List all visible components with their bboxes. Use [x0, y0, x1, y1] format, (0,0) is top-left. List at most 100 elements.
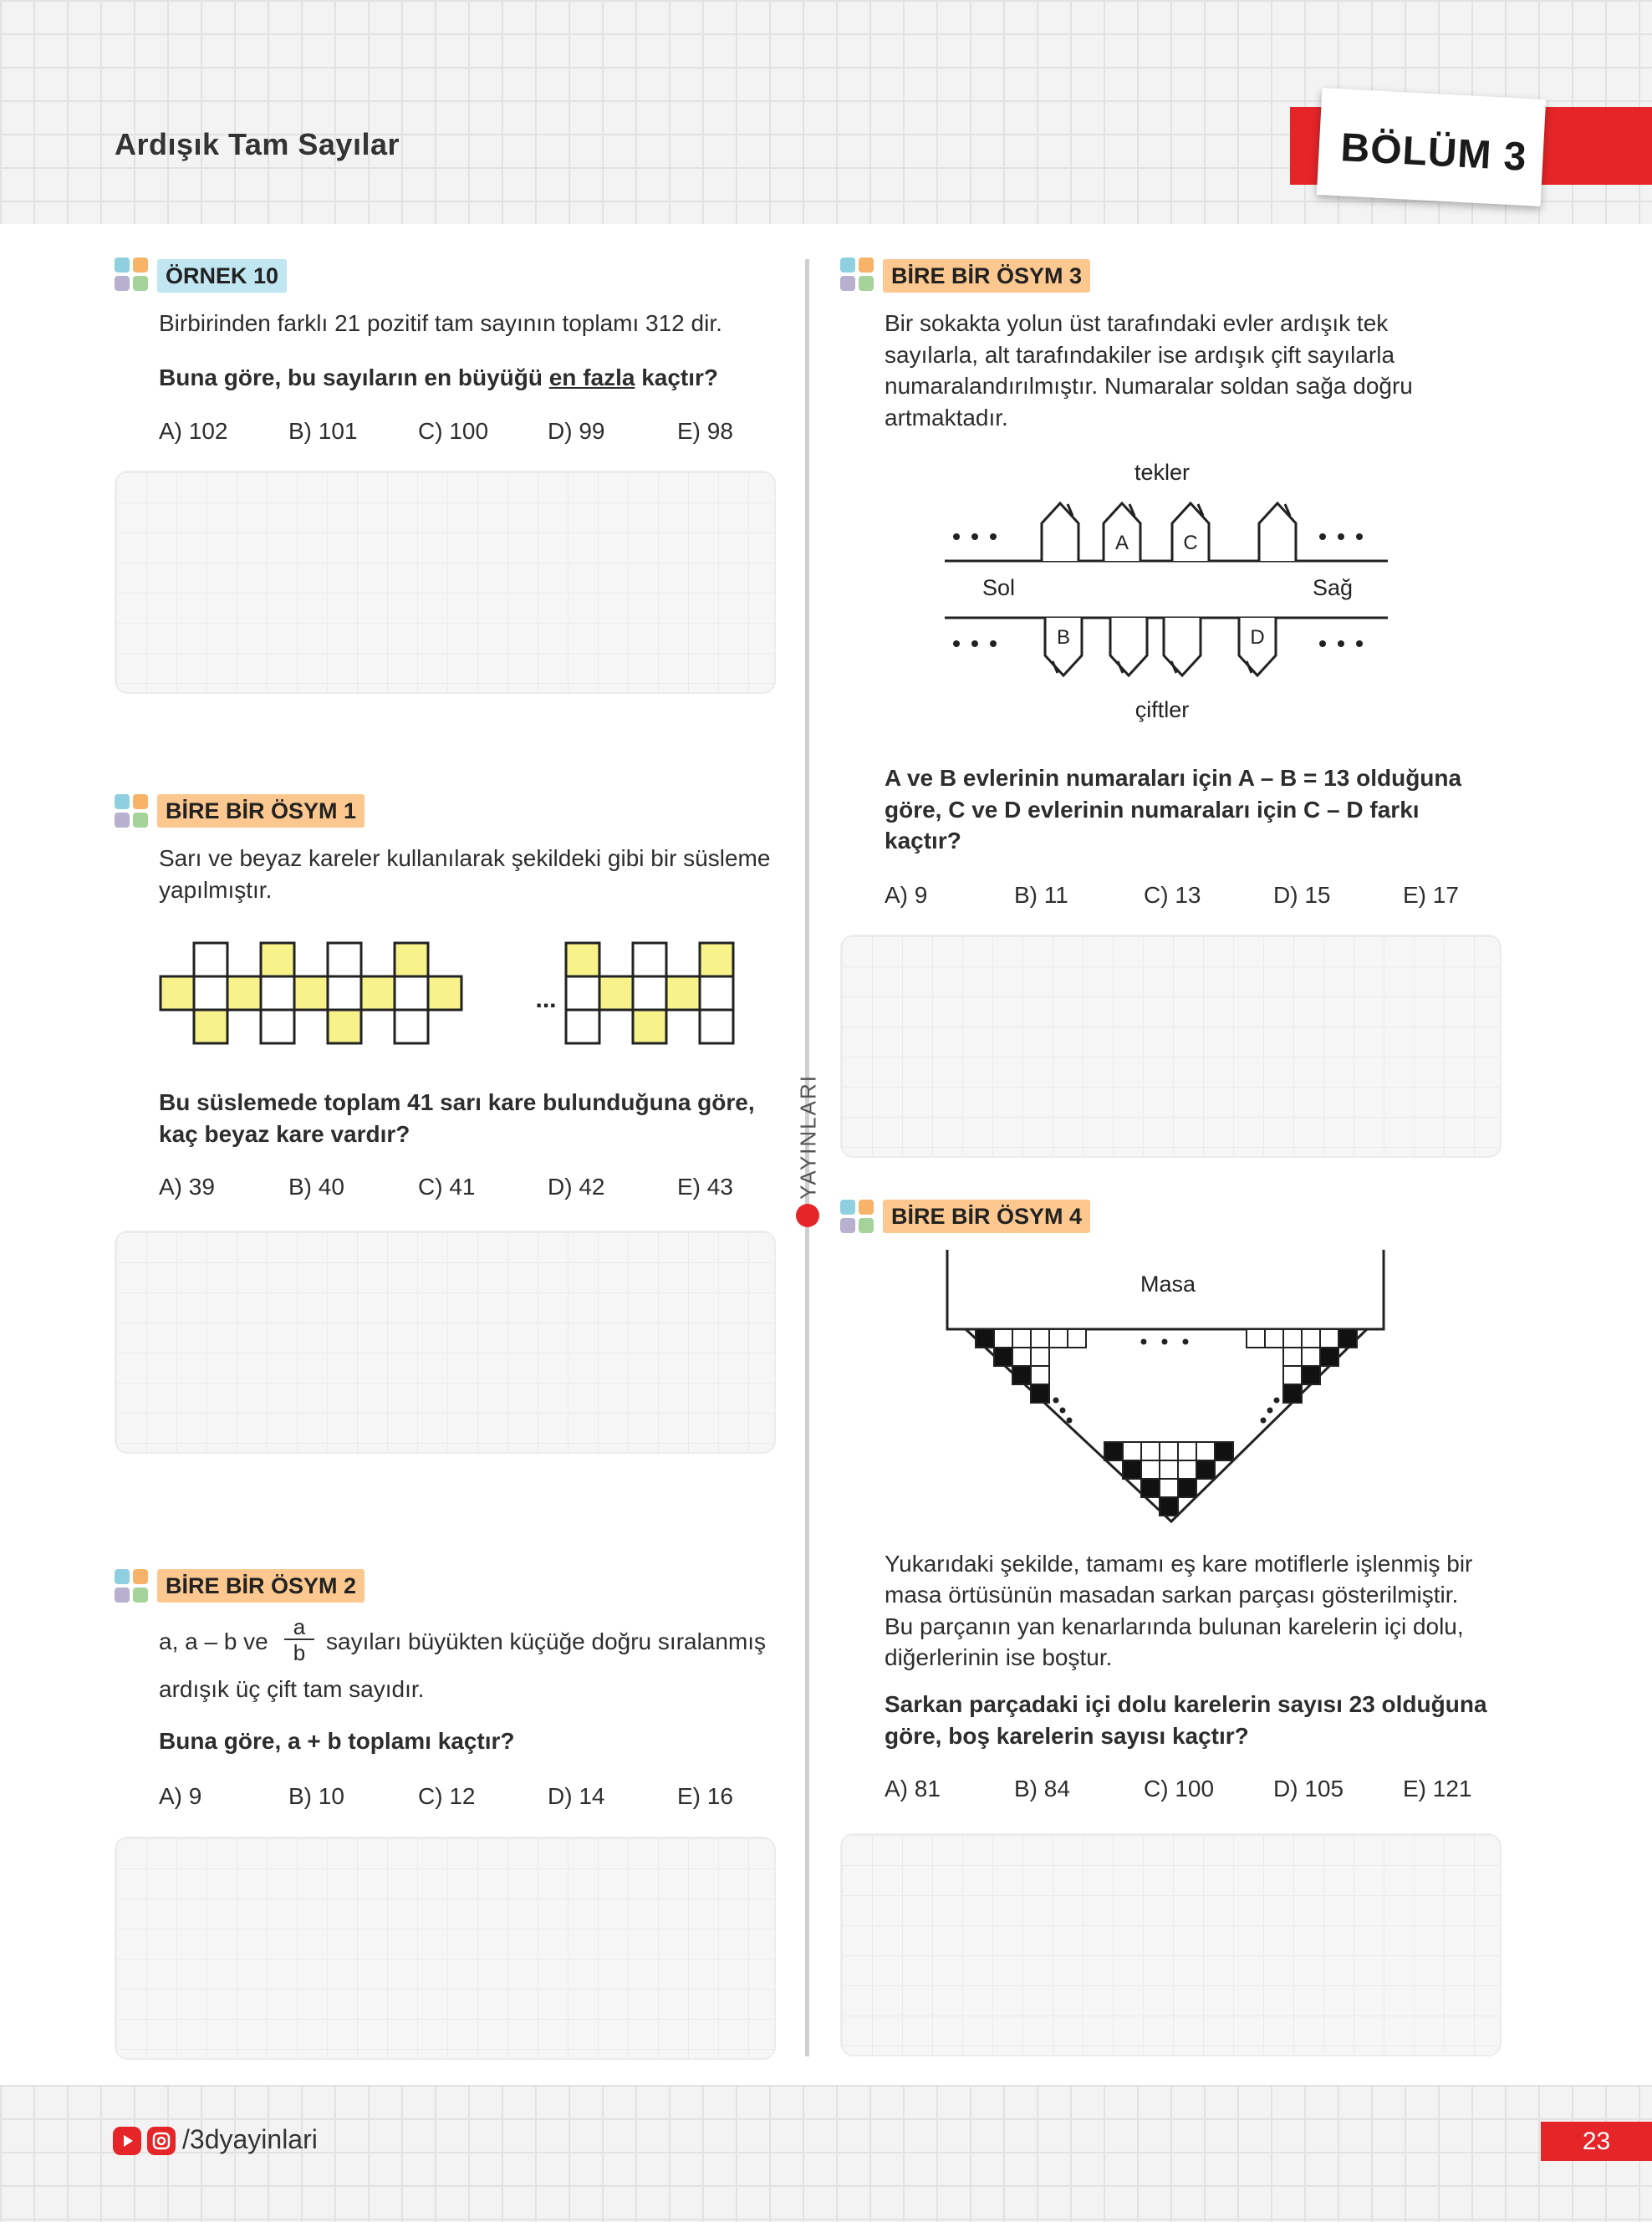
option-e: E) 17: [1403, 882, 1459, 908]
option-b: B) 101: [288, 418, 358, 444]
empty-square: [1282, 1347, 1303, 1367]
osym3-question-line3: kaçtır?: [885, 828, 961, 854]
osym4-question-line1: Sarkan parçadaki içi dolu karelerin sayı…: [885, 1691, 1487, 1717]
white-tile: [631, 975, 668, 1012]
masa-label: Masa: [1140, 1272, 1196, 1297]
yellow-tile: [259, 941, 296, 978]
ornek10-label: ÖRNEK 10: [157, 259, 288, 293]
empty-square: [1177, 1460, 1197, 1480]
option-c: C) 12: [418, 1783, 476, 1809]
empty-square: [1048, 1328, 1068, 1348]
house-top-c: [1170, 501, 1211, 561]
white-tile: [192, 941, 229, 978]
empty-square: [1030, 1347, 1050, 1367]
workspace-box: [115, 1231, 776, 1454]
option-e: E) 16: [677, 1783, 733, 1809]
empty-square: [1012, 1328, 1032, 1348]
osym3-text-line3: numaralandırılmıştır. Numaralar soldan s…: [885, 373, 1413, 399]
yellow-tile: [393, 941, 430, 978]
house-bottom-d: [1237, 618, 1277, 678]
option-c: C) 100: [418, 418, 489, 444]
label-tekler: tekler: [1134, 460, 1190, 485]
workspace-box: [115, 1837, 776, 2060]
label-sag: Sağ: [1313, 575, 1353, 600]
osym2-text-post: sayıları büyükten küçüğe doğru sıralanmı…: [326, 1628, 767, 1654]
white-tile: [259, 975, 296, 1012]
pattern-ellipsis: ...: [535, 986, 556, 1013]
osym3-text-line1: Bir sokakta yolun üst tarafındaki evler …: [885, 310, 1389, 336]
fraction-denominator: b: [293, 1640, 306, 1665]
yellow-tile: [192, 1008, 229, 1045]
yellow-tile: [326, 1008, 363, 1045]
filled-square: [1159, 1496, 1179, 1516]
publisher-side-text: YAYINLARI: [795, 1074, 821, 1200]
osym1-label: BİRE BİR ÖSYM 1: [157, 794, 365, 828]
osym3-label: BİRE BİR ÖSYM 3: [883, 259, 1091, 293]
instagram-icon[interactable]: [147, 2127, 176, 2155]
yellow-tile: [359, 975, 396, 1012]
footer-background: [0, 2085, 1652, 2222]
page-title: Ardışık Tam Sayılar: [115, 127, 400, 161]
ellipsis-dots: [953, 533, 1363, 647]
option-d: D) 99: [548, 418, 605, 444]
white-tile: [564, 975, 601, 1012]
osym1-text-line1: Sarı ve beyaz kareler kullanılarak şekil…: [159, 845, 771, 871]
youtube-icon[interactable]: [113, 2127, 141, 2155]
column-divider: [805, 259, 809, 2056]
empty-square: [1177, 1441, 1197, 1461]
option-d: D) 105: [1273, 1776, 1344, 1802]
option-a: A) 9: [885, 882, 928, 908]
filled-square: [1030, 1384, 1050, 1404]
osym4-text-line1: Yukarıdaki şekilde, tamamı eş kare motif…: [885, 1551, 1473, 1577]
workspace-box: [115, 471, 776, 694]
option-d: D) 15: [1273, 882, 1331, 908]
white-tile: [326, 975, 363, 1012]
option-c: C) 41: [418, 1174, 476, 1200]
filled-square: [1338, 1328, 1358, 1348]
white-tile: [393, 975, 430, 1012]
house-top-a: [1102, 501, 1142, 561]
filled-square: [1319, 1347, 1339, 1367]
question-tile-icon: [840, 1200, 875, 1235]
filled-square: [1122, 1460, 1142, 1480]
empty-square: [1282, 1365, 1303, 1385]
option-a: A) 81: [885, 1776, 941, 1802]
empty-square: [1264, 1328, 1284, 1348]
osym4-text-line4: diğerlerinin ise boştur.: [885, 1644, 1113, 1670]
question-tile-icon: [840, 257, 875, 293]
empty-square: [1159, 1460, 1179, 1480]
empty-square: [1122, 1441, 1142, 1461]
label-sol: Sol: [982, 575, 1015, 600]
osym4-question-line2: göre, boş karelerin sayısı kaçtır?: [885, 1723, 1249, 1749]
social-handle[interactable]: /3dyayinlari: [182, 2124, 318, 2154]
option-b: B) 10: [288, 1783, 344, 1809]
filled-square: [993, 1347, 1013, 1367]
yellow-tile: [159, 975, 196, 1012]
white-tile: [259, 1008, 296, 1045]
option-a: A) 39: [159, 1174, 215, 1200]
white-tile: [698, 975, 735, 1012]
option-d: D) 14: [548, 1783, 605, 1809]
osym2-text-line2: ardışık üç çift tam sayıdır.: [159, 1676, 425, 1702]
yellow-tile: [426, 975, 463, 1012]
empty-square: [1196, 1441, 1216, 1461]
option-e: E) 121: [1403, 1776, 1472, 1802]
question-tile-icon: [115, 794, 150, 829]
question-tile-icon: [115, 1569, 150, 1604]
yellow-tile: [598, 975, 635, 1012]
empty-square: [1030, 1365, 1050, 1385]
page-number: 23: [1541, 2122, 1652, 2161]
house-bottom-3: [1162, 618, 1202, 678]
house-bottom-2: [1109, 618, 1149, 678]
house-top-1: [1040, 501, 1080, 561]
cloth-ellipsis-dots: [1053, 1338, 1280, 1424]
house-label-c: C: [1183, 532, 1197, 554]
question-tile-icon: [115, 257, 150, 293]
osym3-question-line1: A ve B evlerinin numaraları için A – B =…: [885, 765, 1462, 791]
filled-square: [1196, 1460, 1216, 1480]
option-b: B) 84: [1014, 1776, 1070, 1802]
fraction-a-over-b: a b: [284, 1615, 314, 1665]
option-a: A) 102: [159, 418, 228, 444]
osym1-question-line2: kaç beyaz kare vardır?: [159, 1121, 410, 1147]
empty-square: [1012, 1347, 1032, 1367]
